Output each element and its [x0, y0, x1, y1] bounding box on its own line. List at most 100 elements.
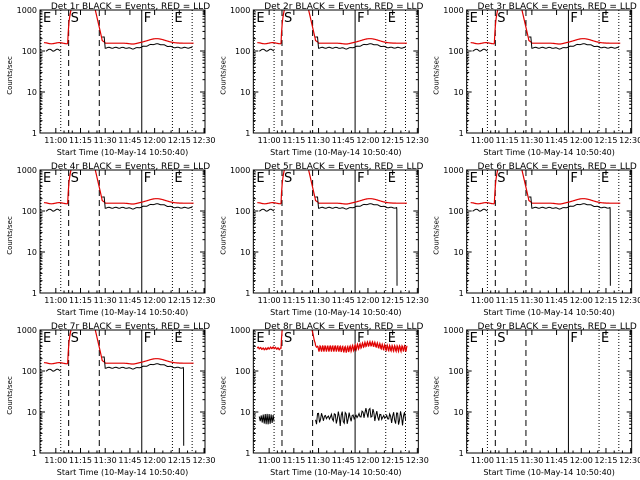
x-tick-label: 11:30	[94, 296, 117, 305]
y-tick-label: 100	[235, 367, 250, 376]
x-tick-label: 11:30	[94, 456, 117, 465]
x-tick-label: 12:00	[356, 456, 379, 465]
marker-label-S: S	[497, 171, 505, 186]
events-series-line-1	[45, 48, 61, 52]
x-tick-label: 12:00	[570, 456, 593, 465]
marker-label-F: F	[357, 171, 364, 186]
y-axis-label: Counts/sec	[219, 216, 227, 255]
y-axis-label: Counts/sec	[219, 56, 227, 95]
marker-label-S: S	[284, 331, 292, 346]
x-tick-label: 12:00	[570, 136, 593, 145]
x-tick-label: 12:15	[381, 456, 404, 465]
marker-label-S: S	[71, 171, 79, 186]
x-tick-label: 12:15	[381, 296, 404, 305]
x-tick-label: 11:00	[471, 456, 494, 465]
marker-label-E: E	[43, 331, 51, 346]
y-tick-label: 10	[453, 408, 463, 417]
x-tick-label: 11:45	[545, 296, 568, 305]
y-tick-label: 100	[22, 367, 37, 376]
plot-frame	[39, 9, 206, 134]
y-tick-label: 100	[235, 47, 250, 56]
x-tick-label: 12:00	[143, 296, 166, 305]
events-series-line-2	[315, 407, 407, 426]
x-tick-label: 11:30	[520, 296, 543, 305]
marker-label-E: E	[43, 11, 51, 26]
y-tick-label: 1000	[17, 6, 37, 15]
y-tick-label: 1	[245, 449, 250, 458]
marker-label-E: E	[388, 331, 396, 346]
x-tick-label: 11:45	[118, 296, 141, 305]
events-series-line-1	[258, 413, 275, 425]
x-axis-label: Start Time (10-May-14 10:50:40)	[57, 468, 188, 477]
plot-frame	[252, 169, 419, 294]
lld-series-line	[470, 170, 621, 205]
x-tick-label: 11:15	[69, 296, 92, 305]
x-tick-label: 12:30	[619, 456, 640, 465]
panel-title: Det 4r BLACK = Events, RED = LLD	[51, 162, 210, 172]
marker-label-E: E	[256, 171, 264, 186]
x-tick-label: 11:00	[44, 296, 67, 305]
event-markers	[467, 330, 620, 453]
x-tick-label: 12:30	[406, 136, 429, 145]
x-tick-label: 12:15	[594, 136, 617, 145]
y-tick-label: 1000	[17, 166, 37, 175]
x-tick-label: 11:30	[307, 296, 330, 305]
plot-frame	[466, 169, 633, 294]
x-tick-label: 11:00	[44, 136, 67, 145]
marker-label-E: E	[601, 11, 609, 26]
marker-label-F: F	[144, 331, 151, 346]
y-tick-label: 100	[22, 207, 37, 216]
x-tick-label: 11:45	[332, 136, 355, 145]
events-series-line-2	[315, 36, 406, 50]
x-tick-label: 12:15	[168, 136, 191, 145]
events-series-line-2	[528, 196, 611, 286]
marker-label-E: E	[256, 331, 264, 346]
panel-title: Det 7r BLACK = Events, RED = LLD	[51, 322, 210, 332]
y-tick-label: 1	[245, 289, 250, 298]
y-tick-label: 100	[448, 207, 463, 216]
x-tick-label: 11:15	[282, 136, 305, 145]
lld-series-line	[43, 10, 194, 45]
marker-label-F: F	[144, 171, 151, 186]
marker-label-E: E	[174, 171, 182, 186]
x-tick-label: 11:30	[520, 456, 543, 465]
y-tick-label: 1000	[443, 6, 463, 15]
lld-series-line	[256, 330, 408, 354]
lld-series-line	[257, 170, 407, 205]
x-tick-label: 11:15	[496, 296, 519, 305]
marker-label-E: E	[470, 331, 478, 346]
x-axis-label: Start Time (10-May-14 10:50:40)	[270, 468, 401, 477]
panel-title: Det 5r BLACK = Events, RED = LLD	[264, 162, 423, 172]
event-markers	[253, 170, 406, 293]
x-tick-label: 12:00	[143, 456, 166, 465]
panel-title: Det 3r BLACK = Events, RED = LLD	[478, 2, 637, 12]
marker-label-E: E	[470, 171, 478, 186]
x-axis-label: Start Time (10-May-14 10:50:40)	[270, 148, 401, 157]
lld-series-line	[43, 170, 194, 205]
events-series-line-2	[102, 356, 185, 446]
y-tick-label: 100	[22, 47, 37, 56]
marker-label-E: E	[388, 171, 396, 186]
plot-frame	[466, 9, 633, 134]
x-tick-label: 12:15	[168, 296, 191, 305]
panel-title: Det 8r BLACK = Events, RED = LLD	[264, 322, 423, 332]
marker-label-S: S	[284, 171, 292, 186]
y-axis-label: Counts/sec	[433, 56, 441, 95]
x-tick-label: 11:00	[471, 296, 494, 305]
x-tick-label: 11:45	[118, 456, 141, 465]
x-tick-label: 12:30	[619, 136, 640, 145]
x-tick-label: 12:15	[168, 456, 191, 465]
events-series-line-1	[259, 208, 275, 212]
x-tick-label: 12:15	[594, 456, 617, 465]
events-series-line-2	[315, 196, 398, 286]
x-tick-label: 11:15	[282, 296, 305, 305]
x-tick-label: 11:15	[496, 456, 519, 465]
y-axis-label: Counts/sec	[433, 376, 441, 415]
events-series-line-2	[102, 196, 193, 210]
x-tick-label: 11:45	[545, 136, 568, 145]
marker-label-E: E	[256, 11, 264, 26]
